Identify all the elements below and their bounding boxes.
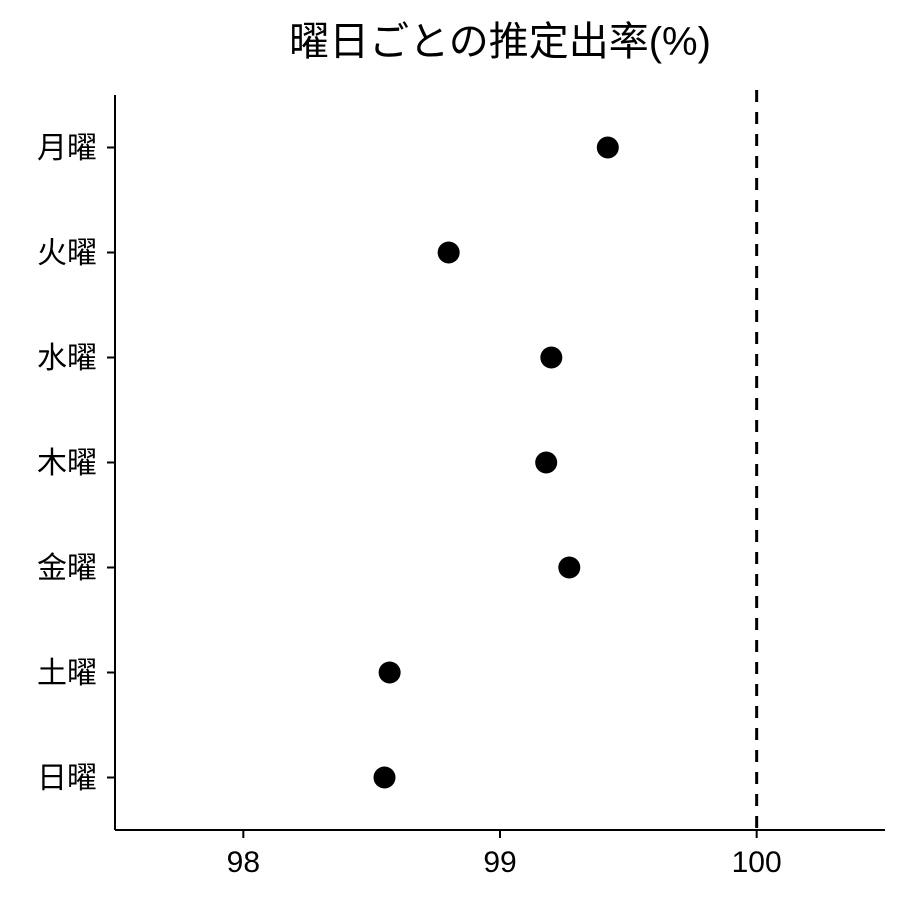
x-tick-label: 98 xyxy=(227,846,260,879)
y-tick-label: 木曜 xyxy=(37,447,97,480)
dot-chart: 曜日ごとの推定出率(%) 98 99 100 月曜火曜水曜木曜金曜土曜日曜 xyxy=(0,0,900,900)
y-tick-label: 水曜 xyxy=(37,342,97,375)
y-tick-label: 金曜 xyxy=(37,552,97,585)
chart-container: 曜日ごとの推定出率(%) 98 99 100 月曜火曜水曜木曜金曜土曜日曜 xyxy=(0,0,900,900)
y-tick-label: 火曜 xyxy=(37,237,97,270)
data-point xyxy=(374,767,396,789)
data-point xyxy=(379,662,401,684)
data-point xyxy=(535,452,557,474)
y-tick-label: 土曜 xyxy=(37,657,97,690)
data-point xyxy=(597,137,619,159)
data-point xyxy=(438,242,460,264)
y-tick-label: 日曜 xyxy=(37,762,97,795)
y-tick-label: 月曜 xyxy=(37,132,97,165)
data-point xyxy=(540,347,562,369)
chart-bg xyxy=(0,0,900,900)
x-tick-label: 99 xyxy=(483,846,516,879)
x-tick-label: 100 xyxy=(732,846,782,879)
data-point xyxy=(558,557,580,579)
chart-title: 曜日ごとの推定出率(%) xyxy=(289,20,711,64)
